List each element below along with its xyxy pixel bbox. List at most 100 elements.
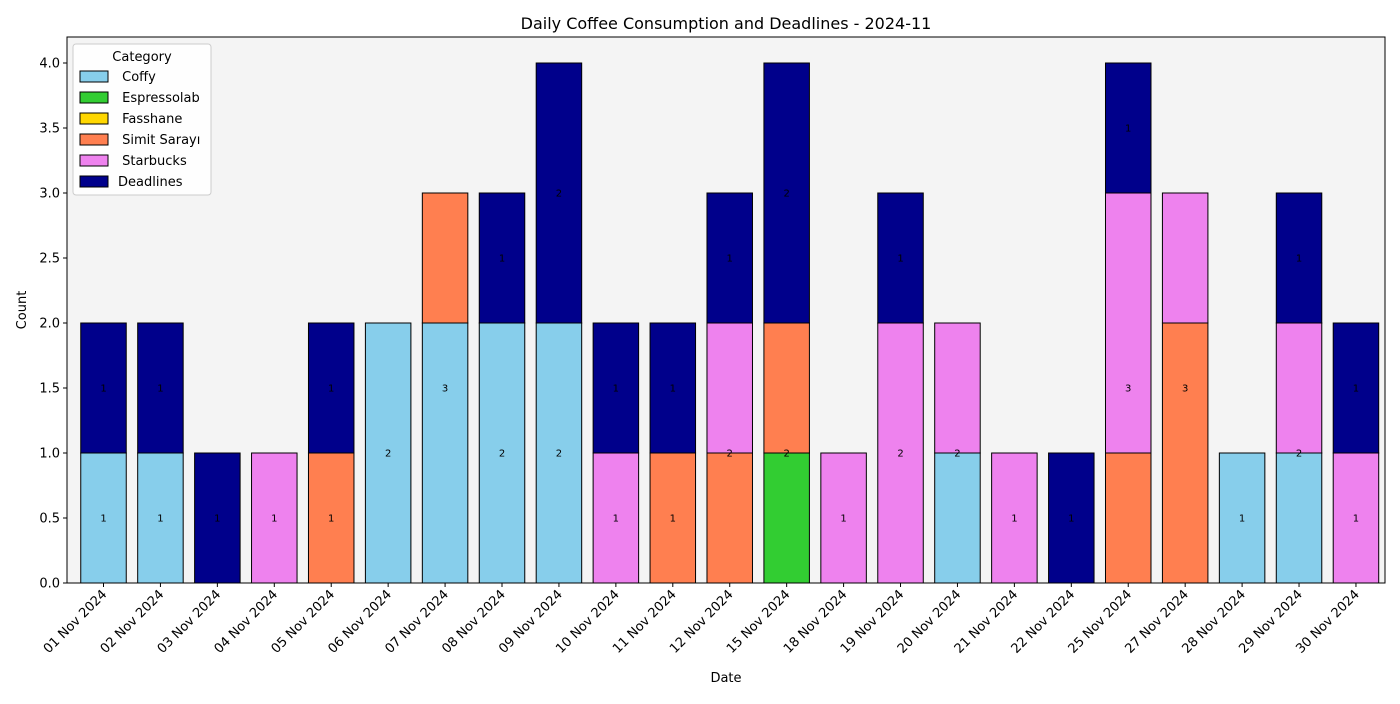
bar-segment-starbucks: [820, 452, 867, 584]
bar-segment-deadlines: [1048, 452, 1095, 584]
bar-value-label: 1: [613, 384, 619, 395]
bar-segment-starbucks: [1161, 192, 1209, 324]
bar-segment-coffy: [421, 322, 469, 584]
y-tick-label: 2.5: [39, 252, 60, 267]
bar-segment-deadlines: [592, 322, 640, 454]
bar-segment-simit-saray-: [307, 452, 355, 584]
bar-value-label: 1: [1011, 514, 1017, 525]
legend-label: Espressolab: [118, 91, 200, 106]
y-tick-label: 3.0: [39, 187, 60, 202]
legend-label: Coffy: [118, 70, 156, 85]
bar-segment-deadlines: [1104, 62, 1152, 194]
bar-segment-deadlines: [194, 452, 241, 584]
bar-value-label: 1: [1239, 514, 1245, 525]
y-tick-label: 0.0: [39, 577, 60, 592]
bar-segment-deadlines: [1275, 192, 1323, 324]
legend-items: Coffy Espressolab Fasshane Simit Sarayı …: [79, 70, 200, 190]
bar-segment-coffy: [137, 452, 184, 584]
bar-segment-deadlines: [706, 192, 753, 324]
legend-swatch: [79, 133, 109, 146]
bar-value-label: 1: [840, 514, 846, 525]
bar-segment-deadlines: [649, 322, 697, 454]
bar-labels-layer: 1 1 1 1 1 1 1 1 2 3 2 1 2 2 1 1 1 1 2 1 2 2 1 2 1 2 1 1 3 1 3 1 2 1 1 1: [100, 124, 1359, 525]
bar-segment-deadlines: [137, 322, 184, 454]
bar-value-label: 1: [1068, 514, 1074, 525]
bar-segment-simit-saray-: [763, 322, 810, 454]
bar-segment-coffy: [1218, 452, 1266, 584]
bar-value-label: 1: [328, 514, 334, 525]
bar-value-label: 1: [897, 254, 903, 265]
bar-value-label: 2: [897, 449, 903, 460]
y-tick-label: 0.5: [39, 512, 60, 527]
bar-value-label: 3: [1182, 384, 1188, 395]
y-axis: 0.0 0.5 1.0 1.5 2.0 2.5 3.0 3.5 4.0: [39, 57, 67, 592]
y-tick-label: 2.0: [39, 317, 60, 332]
bar-value-label: 1: [499, 254, 505, 265]
bar-segment-starbucks: [592, 452, 640, 584]
bar-segment-coffy: [934, 452, 981, 584]
bar-value-label: 1: [670, 384, 676, 395]
bar-value-label: 3: [442, 384, 448, 395]
y-tick-label: 4.0: [39, 57, 60, 72]
bar-value-label: 2: [783, 449, 789, 460]
bar-segment-starbucks: [991, 452, 1038, 584]
legend-label: Simit Sarayı: [118, 133, 200, 148]
bar-segment-deadlines: [307, 322, 355, 454]
bar-value-label: 1: [1353, 514, 1359, 525]
bar-segment-coffy: [478, 322, 526, 584]
bar-segment-deadlines: [877, 192, 924, 324]
bar-value-label: 2: [727, 449, 733, 460]
bar-segment-deadlines: [80, 322, 127, 454]
bar-segment-starbucks: [706, 322, 753, 454]
plot-frame: [66, 36, 1386, 584]
legend-label: Starbucks: [118, 154, 187, 169]
bar-segment-simit-saray-: [421, 192, 469, 324]
legend: Category Coffy Espressolab Fasshane Simi…: [72, 43, 212, 196]
legend-swatch: [79, 112, 109, 125]
bar-value-label: 1: [1125, 124, 1131, 135]
bar-value-label: 1: [214, 514, 220, 525]
legend-title: Category: [112, 50, 172, 65]
bar-value-label: 1: [328, 384, 334, 395]
bar-segment-starbucks: [934, 322, 981, 454]
bar-segment-deadlines: [535, 62, 583, 324]
x-axis-title: Date: [710, 671, 741, 686]
legend-swatch: [79, 154, 109, 167]
bar-value-label: 1: [271, 514, 277, 525]
bar-value-label: 1: [613, 514, 619, 525]
bar-segment-starbucks: [251, 452, 298, 584]
bars-layer: [80, 62, 1380, 584]
bar-value-label: 1: [1353, 384, 1359, 395]
bar-value-label: 1: [157, 514, 163, 525]
bar-segment-simit-saray-: [706, 452, 753, 584]
legend-label: Fasshane: [118, 112, 182, 127]
bar-value-label: 2: [1296, 449, 1302, 460]
legend-swatch: [79, 175, 109, 188]
bar-value-label: 1: [1296, 254, 1302, 265]
bar-value-label: 1: [100, 384, 106, 395]
bar-segment-simit-saray-: [1104, 452, 1152, 584]
y-tick-label: 3.5: [39, 122, 60, 137]
bar-value-label: 2: [783, 189, 789, 200]
bar-segment-deadlines: [478, 192, 526, 324]
bar-segment-espressolab: [763, 452, 810, 584]
legend-swatch: [79, 91, 109, 104]
chart-title: Daily Coffee Consumption and Deadlines -…: [521, 14, 932, 33]
bar-segment-starbucks: [1275, 322, 1323, 454]
bar-value-label: 2: [954, 449, 960, 460]
y-tick-label: 1.0: [39, 447, 60, 462]
bar-segment-coffy: [1275, 452, 1323, 584]
bar-value-label: 2: [556, 189, 562, 200]
legend-label: Deadlines: [118, 175, 183, 190]
legend-swatch: [79, 70, 109, 83]
bar-value-label: 1: [157, 384, 163, 395]
bar-segment-deadlines: [1332, 322, 1380, 454]
bar-segment-coffy: [535, 322, 583, 584]
bar-value-label: 1: [727, 254, 733, 265]
bar-segment-simit-saray-: [1161, 322, 1209, 584]
bar-value-label: 1: [100, 514, 106, 525]
bar-segment-starbucks: [1104, 192, 1152, 454]
y-axis-title: Count: [15, 291, 30, 330]
